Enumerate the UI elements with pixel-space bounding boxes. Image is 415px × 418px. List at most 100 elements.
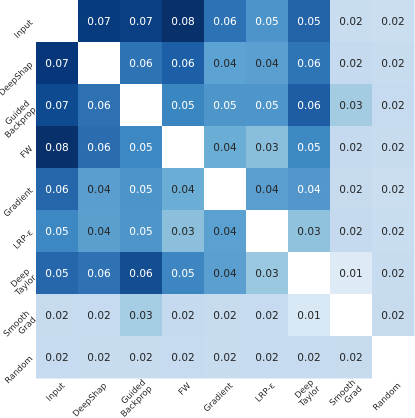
heatmap-cell-lrp-gradient: [204, 210, 247, 253]
heatmap-cell-guided-backprop-random: [372, 84, 415, 127]
cell-value-label: 0.02: [381, 226, 404, 238]
heatmap-cell-fw-lrp: [246, 126, 289, 169]
cell-value-label: 0.06: [129, 268, 153, 280]
row-tick-text: LRP-ε: [12, 228, 36, 252]
heatmap-cell-deep-taylor-smooth-grad: [330, 252, 373, 295]
row-tick-text: Input: [13, 18, 36, 41]
heatmap-cell-input-smooth-grad: [330, 0, 373, 43]
heatmap-cell-lrp-smooth-grad: [330, 210, 373, 253]
cell-value-label: 0.06: [87, 100, 111, 112]
heatmap-cell-gradient-random: [372, 168, 415, 211]
heatmap-cell-input-gradient: [204, 0, 247, 43]
cell-value-label: 0.06: [297, 58, 321, 70]
heatmap-cell-input-input: [36, 0, 79, 43]
heatmap-cell-deep-taylor-deepshap: [78, 252, 121, 295]
heatmap-cell-input-deepshap: [78, 0, 121, 43]
heatmap-cells: 0.07 0.07 0.08 0.06 0.05 0.05 0.02 0.02 0.07 0.06…: [36, 0, 415, 379]
cell-value-label: 0.05: [255, 100, 278, 112]
heatmap-cell-smooth-grad-deep-taylor: [288, 294, 331, 337]
heatmap-cell-deep-taylor-gradient: [204, 252, 247, 295]
cell-value-label: 0.06: [129, 58, 153, 70]
heatmap-cell-guided-backprop-guided-backprop: [120, 84, 163, 127]
heatmap-cell-fw-fw: [162, 126, 205, 169]
heatmap-cell-deep-taylor-lrp: [246, 252, 289, 295]
cell-value-label: 0.06: [87, 268, 111, 280]
heatmap-cell-deep-taylor-guided-backprop: [120, 252, 163, 295]
heatmap-cell-deep-taylor-input: [36, 252, 79, 295]
heatmap-cell-gradient-gradient: [204, 168, 247, 211]
heatmap-cell-deepshap-deepshap: [78, 42, 121, 85]
cell-value-label: 0.07: [129, 16, 152, 28]
cell-value-label: 0.02: [381, 310, 404, 322]
heatmap-cell-input-lrp: [246, 0, 289, 43]
heatmap-cell-fw-gradient: [204, 126, 247, 169]
heatmap-cell-deepshap-gradient: [204, 42, 247, 85]
cell-value-label: 0.04: [255, 184, 279, 196]
row-tick-text: Random: [3, 354, 35, 386]
heatmap-cell-fw-deep-taylor: [288, 126, 331, 169]
column-tick-text: Random: [371, 381, 403, 413]
cell-value-label: 0.04: [213, 58, 237, 70]
heatmap-cell-guided-backprop-deep-taylor: [288, 84, 331, 127]
heatmap-cell-smooth-grad-guided-backprop: [120, 294, 163, 337]
heatmap-cell-random-guided-backprop: [120, 336, 163, 379]
heatmap-cell-lrp-deepshap: [78, 210, 121, 253]
cell-value-label: 0.02: [87, 352, 110, 364]
cell-value-label: 0.02: [45, 352, 68, 364]
cell-value-label: 0.06: [87, 142, 111, 154]
heatmap-cell-fw-input: [36, 126, 79, 169]
heatmap-cell-random-random: [372, 336, 415, 379]
cell-value-label: 0.08: [45, 142, 68, 154]
cell-value-label: 0.02: [45, 310, 68, 322]
heatmap-cell-gradient-smooth-grad: [330, 168, 373, 211]
cell-value-label: 0.04: [87, 184, 111, 196]
cell-value-label: 0.01: [339, 268, 362, 280]
heatmap-cell-gradient-deepshap: [78, 168, 121, 211]
cell-value-label: 0.02: [213, 352, 236, 364]
heatmap-cell-guided-backprop-gradient: [204, 84, 247, 127]
row-tick-label-random: Random: [3, 354, 35, 386]
cell-value-label: 0.02: [381, 142, 404, 154]
heatmap-cell-lrp-lrp: [246, 210, 289, 253]
heatmap-cell-input-guided-backprop: [120, 0, 163, 43]
cell-value-label: 0.07: [87, 16, 110, 28]
cell-value-label: 0.03: [255, 142, 278, 154]
cell-value-label: 0.05: [45, 268, 68, 280]
cell-value-label: 0.02: [339, 184, 362, 196]
column-tick-label-deepshap: DeepShap: [71, 381, 109, 418]
heatmap-cell-random-smooth-grad: [330, 336, 373, 379]
column-tick-label-lrp: LRP-ε: [254, 381, 278, 405]
heatmap-cell-guided-backprop-deepshap: [78, 84, 121, 127]
cell-value-label: 0.06: [171, 58, 195, 70]
heatmap-cell-deepshap-deep-taylor: [288, 42, 331, 85]
heatmap-cell-random-input: [36, 336, 79, 379]
heatmap-cell-lrp-random: [372, 210, 415, 253]
heatmap-cell-deepshap-random: [372, 42, 415, 85]
cell-value-label: 0.02: [297, 352, 320, 364]
heatmap-cell-guided-backprop-fw: [162, 84, 205, 127]
heatmap-cell-fw-smooth-grad: [330, 126, 373, 169]
row-tick-label-deepshap: DeepShap: [0, 60, 35, 98]
cell-value-label: 0.03: [255, 268, 278, 280]
cell-value-label: 0.02: [339, 58, 362, 70]
cell-value-label: 0.04: [213, 142, 237, 154]
cell-value-label: 0.06: [297, 100, 321, 112]
heatmap-cell-gradient-deep-taylor: [288, 168, 331, 211]
heatmap-cell-random-fw: [162, 336, 205, 379]
cell-value-label: 0.03: [171, 226, 194, 238]
cell-value-label: 0.04: [87, 226, 111, 238]
cell-value-label: 0.04: [213, 226, 237, 238]
cell-value-label: 0.05: [129, 184, 152, 196]
cell-value-label: 0.07: [45, 58, 68, 70]
cell-value-label: 0.02: [213, 310, 236, 322]
heatmap-cell-smooth-grad-smooth-grad: [330, 294, 373, 337]
cell-value-label: 0.02: [381, 58, 404, 70]
column-tick-label-fw: FW: [177, 381, 194, 398]
cell-value-label: 0.04: [171, 184, 195, 196]
row-tick-label-fw: FW: [19, 144, 36, 161]
